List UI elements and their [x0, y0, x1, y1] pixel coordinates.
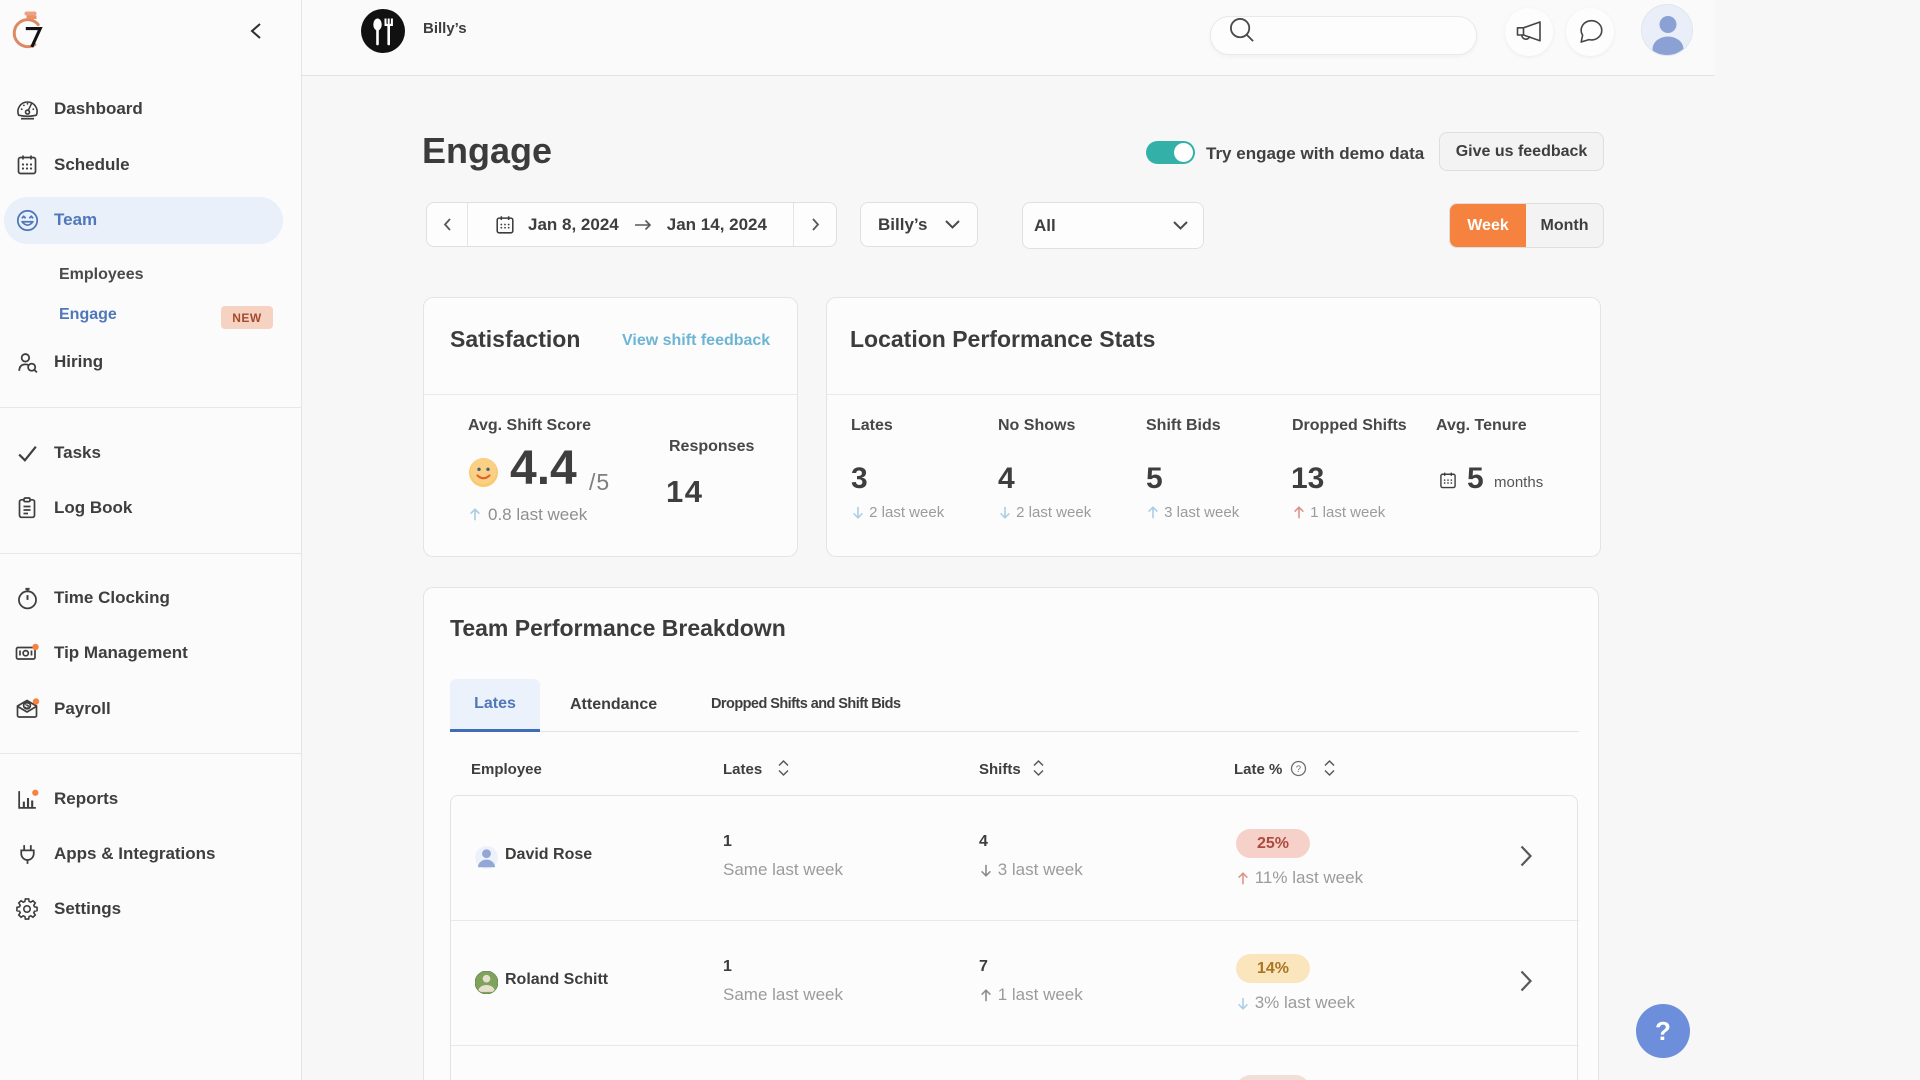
svg-text:$: $: [25, 701, 30, 711]
svg-text:?: ?: [1296, 764, 1301, 775]
